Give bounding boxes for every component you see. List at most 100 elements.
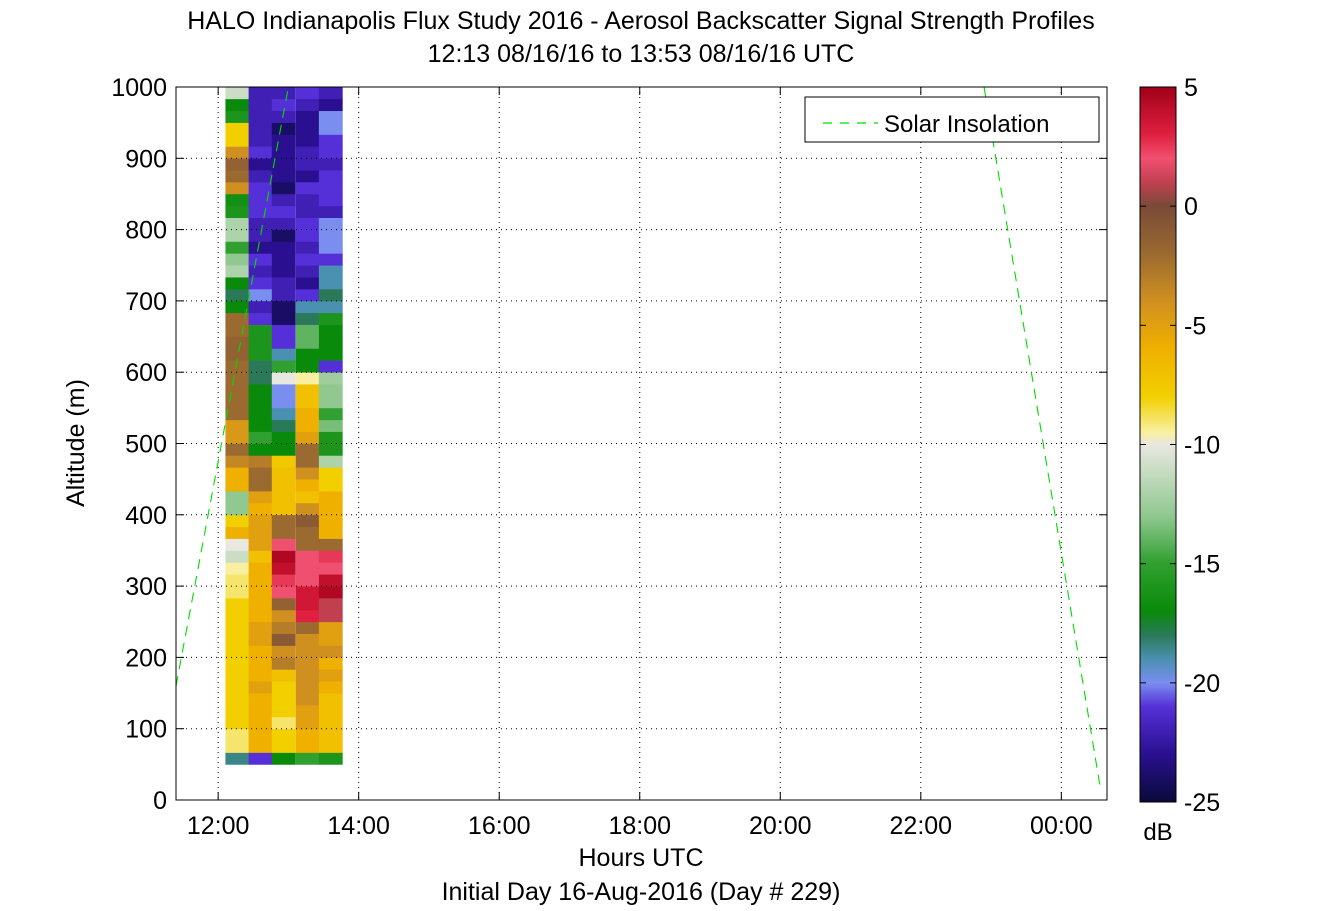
heatmap-cell [248, 277, 273, 290]
heatmap-cell [295, 181, 320, 195]
heatmap-cell [271, 229, 296, 242]
heatmap-cell [271, 609, 296, 623]
heatmap-cell [225, 740, 250, 753]
heatmap-cell [319, 0, 343, 4]
heatmap-cell [271, 716, 296, 730]
heatmap-cell [248, 669, 273, 682]
heatmap-cell [248, 360, 273, 373]
heatmap-cell [225, 526, 250, 539]
heatmap-cell [225, 538, 250, 551]
heatmap-cell [295, 479, 320, 492]
heatmap-cell [225, 597, 250, 611]
heatmap-cell [248, 538, 273, 551]
heatmap-cell [248, 633, 273, 646]
heatmap-cell [248, 728, 273, 741]
heatmap-cell [295, 502, 320, 516]
heatmap-cell [271, 193, 296, 207]
heatmap-cell [225, 324, 250, 337]
heatmap-cell [318, 122, 343, 135]
y-tick-label: 0 [153, 787, 167, 815]
heatmap-cell [225, 265, 250, 278]
heatmap-cell [318, 241, 343, 254]
heatmap-cell [318, 574, 343, 587]
heatmap-cell [271, 253, 296, 266]
y-axis: 0 100 200 300 400 500 600 700 800 900 1000 [111, 74, 1107, 815]
heatmap-cell [295, 324, 320, 337]
heatmap-cell [271, 490, 296, 504]
colorbar-tick-label: -25 [1184, 789, 1220, 817]
heatmap-cell [318, 467, 343, 480]
legend-box [804, 96, 1100, 143]
heatmap-cell [295, 384, 320, 397]
heatmap-cell [225, 395, 250, 409]
heatmap-cell [271, 621, 296, 635]
heatmap-cell [296, 63, 320, 75]
heatmap-cell [248, 87, 273, 88]
legend: Solar Insolation [804, 96, 1100, 143]
heatmap-cell [318, 288, 343, 302]
heatmap-cell [225, 562, 250, 575]
heatmap-cell [271, 502, 296, 516]
heatmap-cell [295, 455, 320, 468]
heatmap-cell [318, 431, 343, 444]
heatmap-cell [248, 98, 273, 112]
chart-title: HALO Indianapolis Flux Study 2016 - Aero… [187, 7, 1094, 35]
colorbar-tick-label: -5 [1184, 312, 1206, 340]
heatmap-cell [271, 98, 296, 112]
heatmap-cell [318, 704, 343, 718]
heatmap-cell [225, 312, 250, 325]
heatmap-cell [248, 146, 273, 159]
heatmap-cell [225, 360, 250, 373]
heatmap-cell [248, 348, 273, 361]
heatmap-cell [295, 443, 320, 456]
heatmap-cell [225, 122, 250, 135]
heatmap-cell [318, 479, 343, 492]
heatmap-cell [248, 681, 273, 694]
heatmap-cell [248, 241, 273, 254]
heatmap-cell [271, 134, 296, 147]
x-tick-label: 00:00 [1030, 812, 1093, 840]
heatmap-cell [225, 384, 250, 397]
heatmap-cell [318, 110, 343, 123]
heatmap-cell [248, 170, 273, 183]
heatmap-cell [318, 621, 343, 635]
heatmap-cell [225, 431, 250, 444]
heatmap-cell [271, 526, 296, 539]
heatmap-cell [318, 526, 343, 539]
heatmap-cell [271, 277, 296, 290]
heatmap-cell [271, 146, 296, 159]
heatmap-cell [318, 146, 343, 159]
heatmap-cell [249, 0, 273, 4]
heatmap-cell [272, 51, 296, 63]
heatmap-cell [319, 63, 343, 75]
heatmap-cell [295, 217, 320, 230]
x-tick-label: 16:00 [468, 812, 531, 840]
heatmap-cell [271, 372, 296, 385]
heatmap-cell [271, 633, 296, 646]
x-tick-label: 18:00 [608, 812, 671, 840]
heatmap-cell [295, 87, 320, 100]
heatmap-cell [225, 550, 250, 563]
heatmap-cell [296, 39, 320, 51]
heatmap-cell [318, 716, 343, 730]
heatmap-cell [271, 348, 296, 361]
heatmap-cell [295, 586, 320, 599]
heatmap-cell [271, 562, 296, 575]
heatmap-cell [225, 419, 250, 432]
heatmap-cell [295, 277, 320, 290]
heatmap-cell [225, 336, 250, 349]
heatmap-cell [295, 467, 320, 480]
heatmap-cell [225, 752, 250, 765]
heatmap-cell [225, 514, 250, 528]
y-tick-label: 700 [125, 288, 167, 316]
heatmap-cell [271, 384, 296, 397]
heatmap-cell [225, 633, 250, 646]
y-tick-label: 300 [125, 573, 167, 601]
heatmap-cell [225, 681, 250, 694]
heatmap-cell [318, 87, 343, 88]
heatmap-cell [248, 312, 273, 325]
heatmap-cell [225, 609, 250, 623]
colorbar-tick-label: -15 [1184, 551, 1220, 579]
heatmap-cell [271, 443, 296, 456]
heatmap-cell [225, 586, 250, 599]
